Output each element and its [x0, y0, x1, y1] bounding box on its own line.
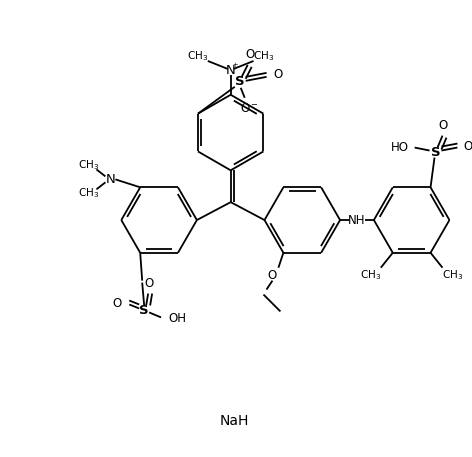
Text: HO: HO [391, 141, 409, 154]
Text: O: O [464, 140, 472, 153]
Text: O$^-$: O$^-$ [240, 102, 259, 115]
Text: $^+$: $^+$ [230, 62, 239, 72]
Text: O: O [273, 69, 282, 81]
Text: O: O [144, 277, 154, 290]
Text: CH$_3$: CH$_3$ [360, 268, 381, 282]
Text: NH: NH [348, 213, 366, 227]
Text: O: O [439, 119, 448, 132]
Text: NaH: NaH [220, 414, 249, 428]
Text: CH$_3$: CH$_3$ [442, 268, 463, 282]
Text: CH$_3$: CH$_3$ [187, 49, 209, 63]
Text: CH$_3$: CH$_3$ [78, 159, 99, 172]
Text: S: S [235, 75, 244, 88]
Text: CH$_3$: CH$_3$ [78, 186, 99, 200]
Text: CH$_3$: CH$_3$ [253, 49, 274, 63]
Text: S: S [431, 146, 440, 159]
Text: N: N [226, 64, 236, 77]
Text: N: N [106, 173, 115, 186]
Text: O: O [268, 269, 277, 282]
Text: O: O [113, 297, 122, 310]
Text: O: O [245, 48, 254, 62]
Text: OH: OH [168, 312, 186, 325]
Text: S: S [139, 304, 149, 317]
